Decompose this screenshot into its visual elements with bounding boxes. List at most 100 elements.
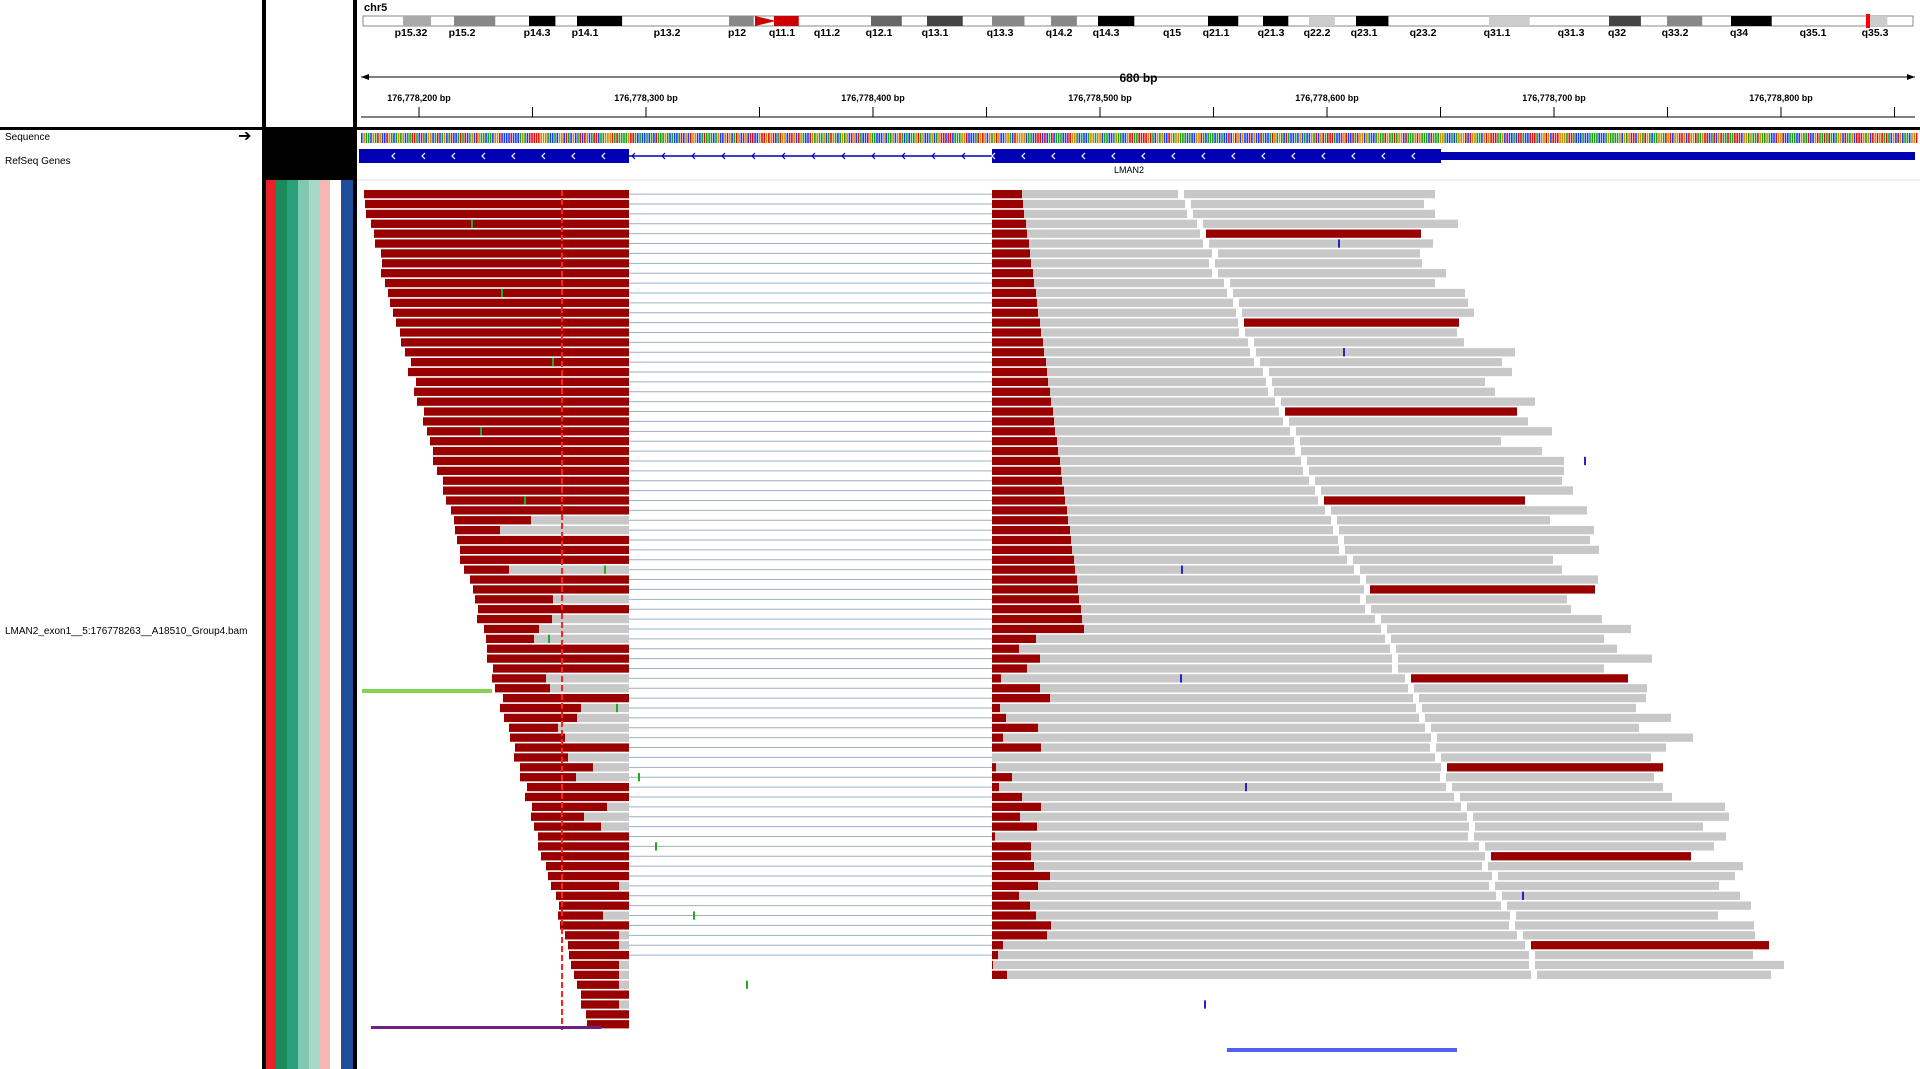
read-segment [992, 348, 1044, 357]
read-segment [992, 367, 1047, 377]
sequence-base [1018, 133, 1021, 143]
sequence-base [1389, 133, 1391, 143]
read-segment [515, 743, 581, 752]
sequence-base [1708, 133, 1711, 143]
bam-track-label[interactable]: LMAN2_exon1__5:176778263__A18510_Group4.… [5, 626, 248, 637]
sequence-base [1743, 133, 1745, 143]
read-segment [992, 466, 1061, 475]
sequence-base [1221, 133, 1223, 143]
sequence-track-label[interactable]: Sequence [5, 132, 51, 143]
sequence-base [1724, 133, 1727, 143]
read-segment [1398, 654, 1652, 663]
strand-arrow-icon[interactable]: ➔ [238, 128, 252, 145]
attribute-column-5[interactable] [320, 180, 330, 1069]
read-segment [1244, 318, 1459, 327]
read-segment [1072, 545, 1339, 555]
sequence-base [1336, 133, 1338, 143]
sequence-base [735, 133, 738, 143]
read-segment [1012, 773, 1440, 782]
sequence-base [765, 133, 768, 143]
attribute-column-0[interactable] [266, 180, 276, 1069]
strand-chevron-icon [451, 152, 456, 160]
attribute-column-3[interactable] [298, 180, 309, 1069]
sequence-base [1869, 133, 1872, 143]
attribute-column-6[interactable] [330, 180, 341, 1069]
sequence-base [1186, 133, 1189, 143]
sequence-base [1391, 133, 1393, 143]
sequence-base [1773, 133, 1775, 143]
chromosome-name[interactable]: chr5 [364, 2, 388, 14]
sequence-base [1770, 133, 1773, 143]
read-segment [500, 526, 629, 535]
read-segment [538, 842, 591, 851]
read-segment [414, 387, 493, 396]
read-segment [568, 753, 629, 762]
read-segment [528, 506, 629, 515]
sequence-base [1713, 133, 1715, 143]
read-segment [992, 229, 1027, 238]
sequence-base [1126, 133, 1129, 143]
read-segment [1027, 229, 1200, 238]
sequence-base [1216, 133, 1219, 143]
sequence-base [910, 133, 913, 143]
read-segment [469, 407, 629, 416]
sequence-base [1080, 133, 1083, 143]
read-segment [992, 259, 1031, 268]
sequence-base [1513, 133, 1515, 143]
read-segment [995, 832, 1468, 841]
attribute-column-7[interactable] [341, 180, 353, 1069]
read-segment [527, 782, 576, 792]
sequence-base [848, 133, 851, 143]
sequence-base [643, 133, 646, 143]
sequence-base [754, 133, 756, 143]
strand-chevron-icon [751, 152, 756, 160]
sequence-base [1462, 133, 1465, 143]
refseq-genes-track-label[interactable]: RefSeq Genes [5, 156, 71, 167]
sequence-base [1699, 133, 1702, 143]
sequence-base [1377, 133, 1380, 143]
sequence-base [400, 133, 402, 143]
read-segment [1300, 437, 1501, 446]
sequence-base [1239, 133, 1242, 143]
read-segment [1041, 802, 1461, 811]
sequence-base [637, 133, 639, 143]
sequence-base [1720, 133, 1722, 143]
sequence-base [1904, 133, 1906, 143]
read-segment [546, 862, 614, 871]
data-panel[interactable]: chr5 p15.32 p15.2 p14.3 p14.1 p13.2 p12 q11.1 q… [357, 0, 1920, 1069]
genome-view[interactable] [357, 0, 1920, 1069]
read-segment [992, 269, 1033, 278]
sequence-base [618, 133, 621, 143]
sequence-base [1862, 133, 1865, 143]
sequence-base [968, 133, 970, 143]
read-segment [560, 921, 609, 930]
sequence-base [1738, 133, 1741, 143]
sequence-base [1306, 133, 1308, 143]
band-label: q34 [1729, 27, 1749, 39]
sequence-base [1812, 133, 1814, 143]
sequence-base [1138, 133, 1140, 143]
sequence-base [1706, 133, 1709, 143]
read-segment [382, 259, 465, 268]
read-segment [992, 684, 1040, 693]
read-segment [1256, 348, 1515, 357]
sequence-base [1715, 133, 1718, 143]
attribute-column-4[interactable] [309, 180, 320, 1069]
track-name-panel[interactable]: Sequence RefSeq Genes LMAN2_exon1__5:176… [0, 130, 262, 1069]
sequence-base [1754, 133, 1757, 143]
read-segment [992, 358, 1046, 367]
sequence-base [1543, 133, 1545, 143]
sequence-base [570, 133, 572, 143]
read-segment [581, 703, 629, 713]
band-label: q15 [1162, 27, 1182, 39]
attribute-column-1[interactable] [276, 180, 287, 1069]
sequence-base [991, 133, 993, 143]
read-segment [1370, 585, 1595, 594]
attribute-panel[interactable] [266, 130, 353, 1069]
sequence-base [1596, 133, 1598, 143]
sequence-base [850, 133, 853, 143]
sequence-base [919, 133, 922, 143]
attribute-column-2[interactable] [287, 180, 298, 1069]
sequence-base [1435, 133, 1437, 143]
read-segment [992, 654, 1040, 663]
